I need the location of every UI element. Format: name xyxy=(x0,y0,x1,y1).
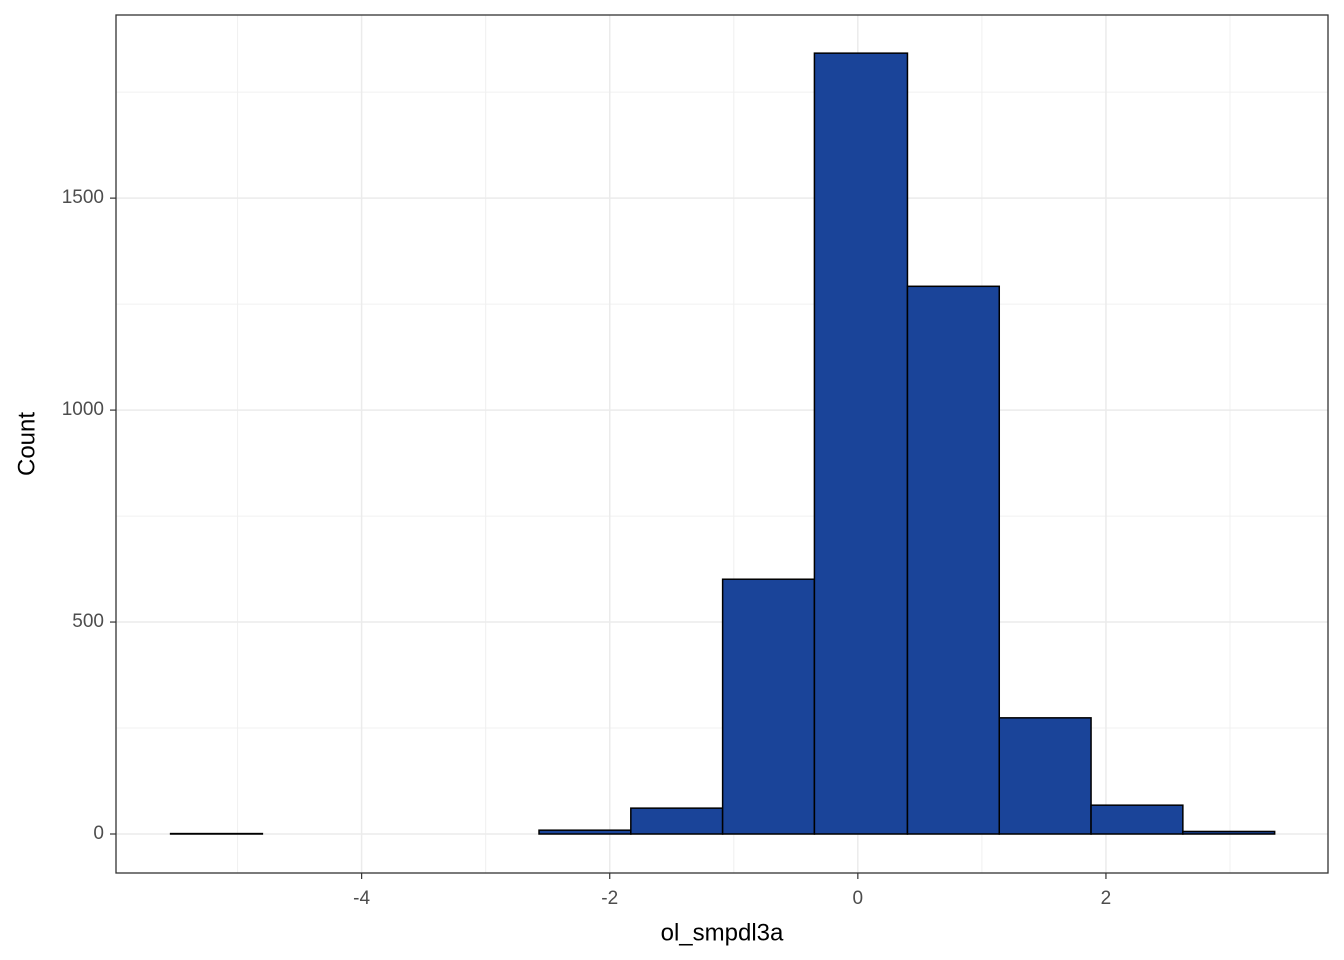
y-tick-label: 1000 xyxy=(62,399,104,420)
plot-border xyxy=(115,14,1329,874)
x-axis-title: ol_smpdl3a xyxy=(661,919,784,946)
bar xyxy=(906,285,1001,835)
y-tick-label: 500 xyxy=(72,611,104,632)
y-tick-label: 1500 xyxy=(62,187,104,208)
y-tick-label: 0 xyxy=(93,823,104,844)
x-tick-label: -4 xyxy=(353,888,370,909)
y-axis-title: Count xyxy=(13,412,40,476)
x-tick-label: 2 xyxy=(1101,888,1112,909)
bar xyxy=(1090,804,1184,835)
x-tick-label: 0 xyxy=(853,888,864,909)
bar xyxy=(1182,830,1276,835)
x-tick-label: -2 xyxy=(601,888,618,909)
bar xyxy=(998,717,1092,835)
bar xyxy=(813,52,909,835)
bar xyxy=(630,807,724,835)
bar xyxy=(721,578,816,835)
bar xyxy=(538,829,632,835)
